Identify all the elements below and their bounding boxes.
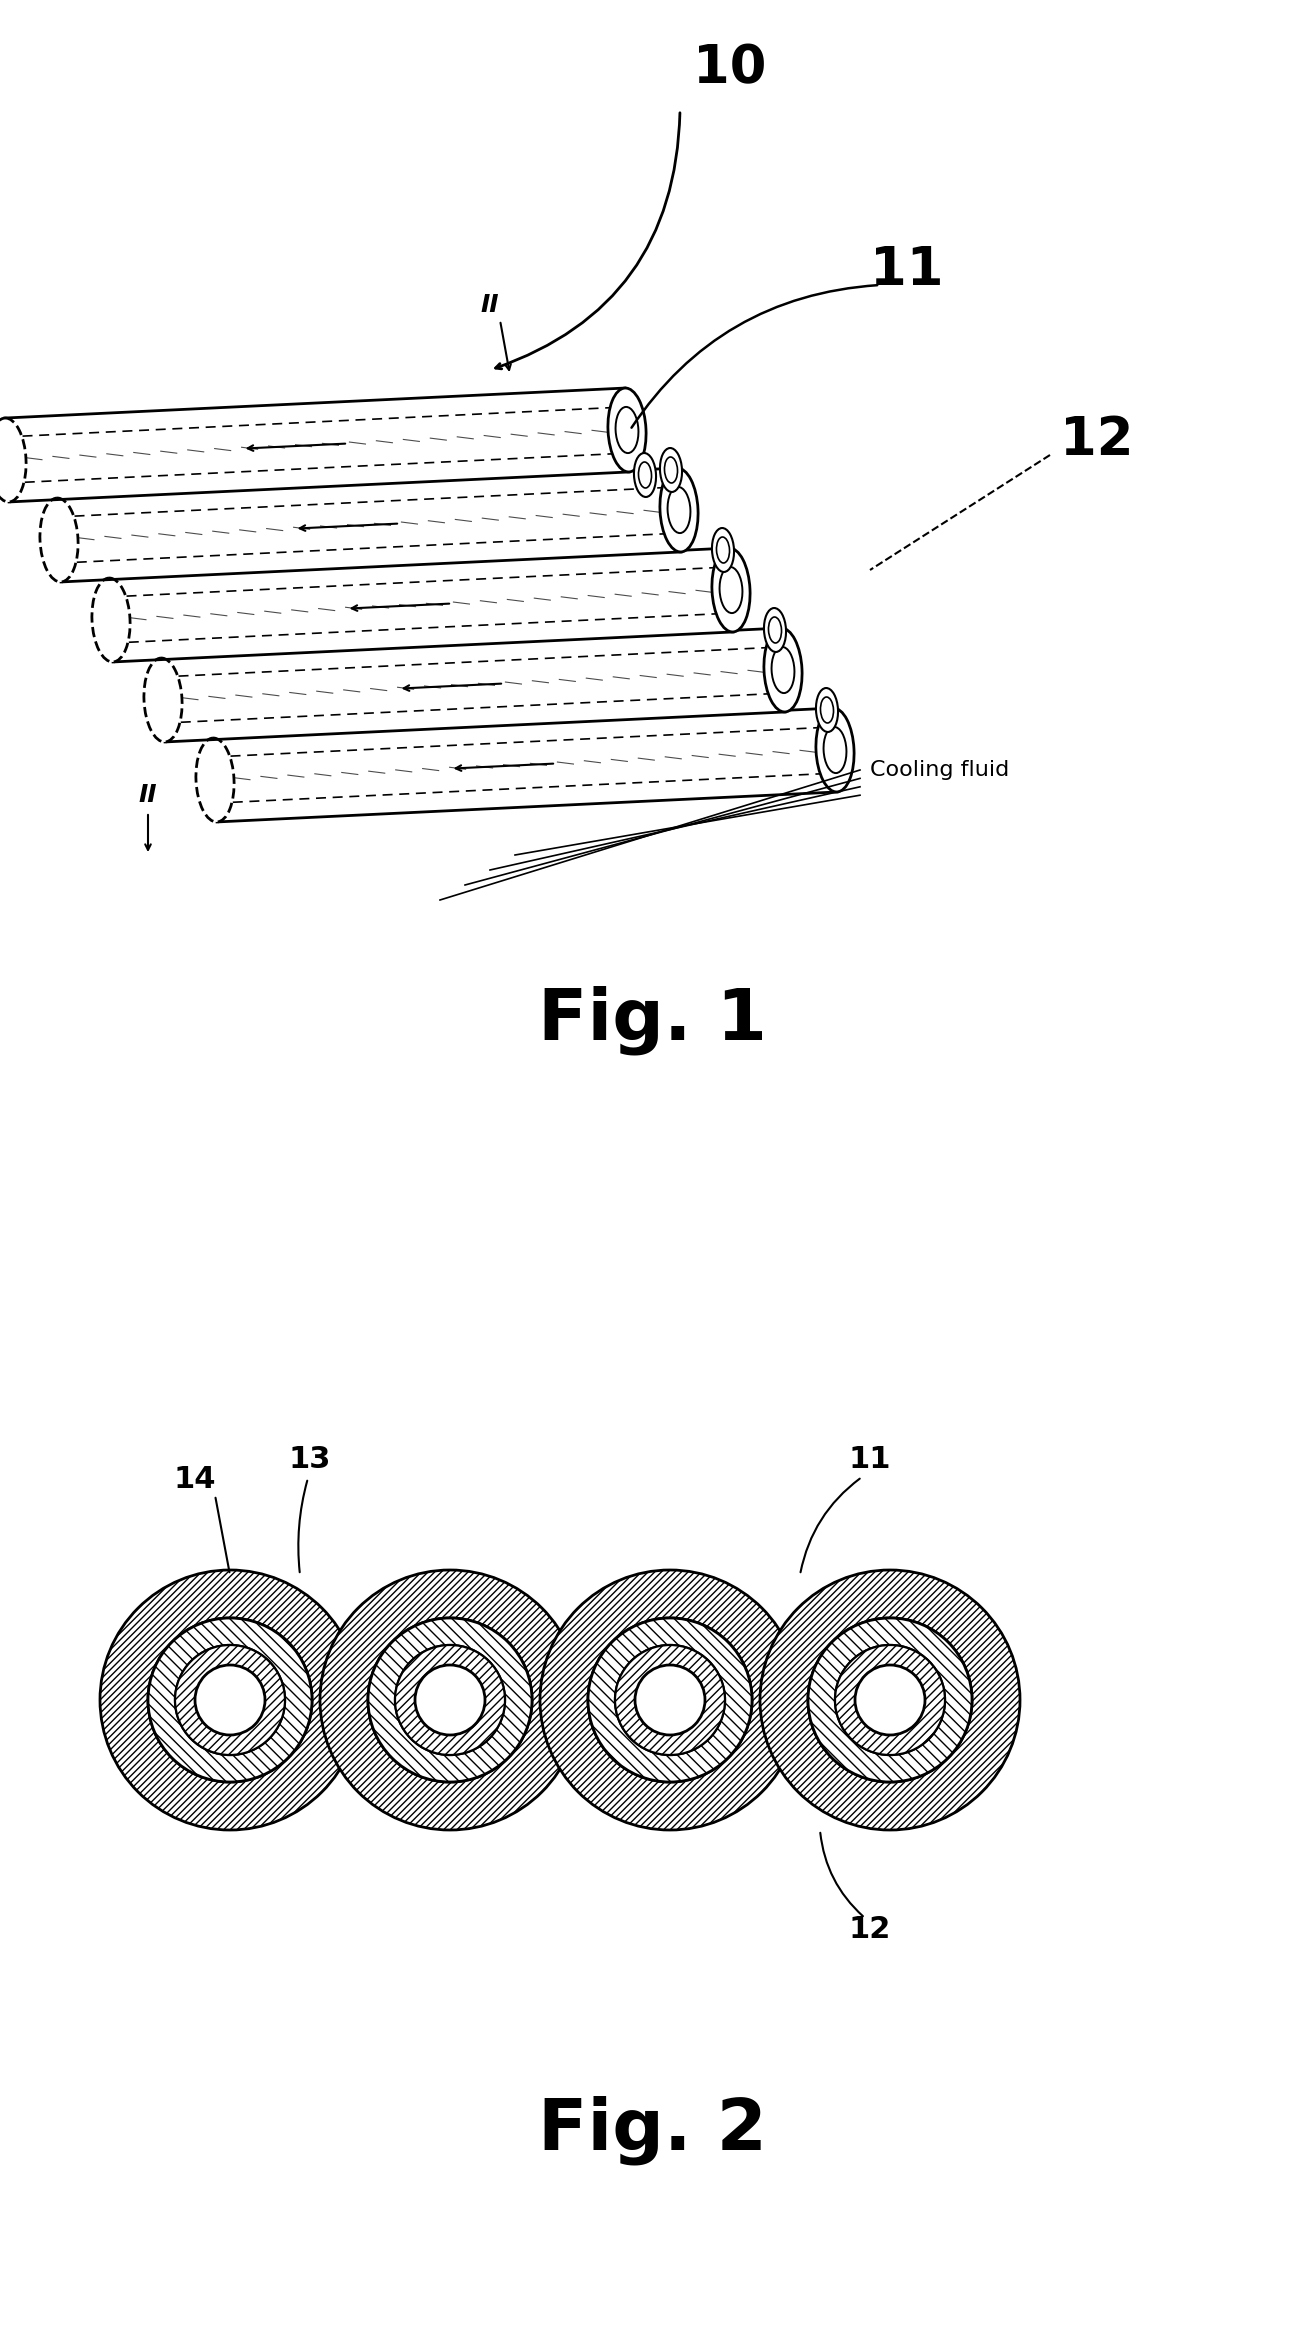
Text: 13: 13 (288, 1446, 331, 1474)
Ellipse shape (665, 457, 678, 483)
Ellipse shape (820, 698, 833, 723)
Polygon shape (110, 548, 733, 663)
Ellipse shape (768, 616, 781, 644)
Ellipse shape (143, 658, 183, 742)
Circle shape (855, 1666, 925, 1736)
Ellipse shape (712, 548, 750, 632)
Circle shape (147, 1619, 312, 1782)
Circle shape (415, 1666, 485, 1736)
Circle shape (395, 1645, 505, 1754)
Circle shape (175, 1645, 286, 1754)
Circle shape (808, 1619, 971, 1782)
Text: Fig. 1: Fig. 1 (537, 985, 767, 1055)
Circle shape (635, 1666, 705, 1736)
Ellipse shape (634, 453, 656, 497)
Circle shape (368, 1619, 532, 1782)
Circle shape (615, 1645, 725, 1754)
Text: 14: 14 (173, 1465, 216, 1495)
Circle shape (319, 1570, 580, 1829)
Ellipse shape (608, 387, 645, 471)
Text: 10: 10 (694, 42, 767, 93)
Circle shape (540, 1570, 799, 1829)
Ellipse shape (764, 609, 786, 651)
Text: Cooling fluid: Cooling fluid (870, 761, 1009, 779)
Ellipse shape (91, 579, 130, 663)
Ellipse shape (660, 469, 698, 553)
Ellipse shape (196, 737, 235, 821)
Polygon shape (213, 707, 837, 821)
Circle shape (588, 1619, 752, 1782)
Ellipse shape (816, 688, 838, 733)
Text: 12: 12 (1060, 413, 1133, 467)
Circle shape (615, 1645, 725, 1754)
Ellipse shape (764, 628, 802, 712)
Ellipse shape (712, 527, 734, 572)
Circle shape (368, 1619, 532, 1782)
Text: 12: 12 (849, 1915, 891, 1943)
Circle shape (588, 1619, 752, 1782)
Text: 11: 11 (849, 1446, 891, 1474)
Polygon shape (57, 469, 681, 581)
Circle shape (196, 1666, 265, 1736)
Circle shape (835, 1645, 945, 1754)
Polygon shape (5, 387, 629, 502)
Ellipse shape (816, 707, 854, 791)
Ellipse shape (0, 418, 26, 502)
Ellipse shape (639, 462, 652, 488)
Circle shape (100, 1570, 360, 1829)
Circle shape (175, 1645, 286, 1754)
Text: 11: 11 (870, 245, 944, 296)
Circle shape (808, 1619, 971, 1782)
Ellipse shape (716, 537, 729, 562)
Circle shape (395, 1645, 505, 1754)
Text: II: II (138, 784, 158, 807)
Circle shape (147, 1619, 312, 1782)
Text: Fig. 2: Fig. 2 (537, 2095, 767, 2165)
Ellipse shape (660, 448, 682, 492)
Polygon shape (160, 628, 785, 742)
Circle shape (760, 1570, 1020, 1829)
Ellipse shape (40, 497, 78, 581)
Circle shape (835, 1645, 945, 1754)
Text: II: II (481, 294, 499, 317)
